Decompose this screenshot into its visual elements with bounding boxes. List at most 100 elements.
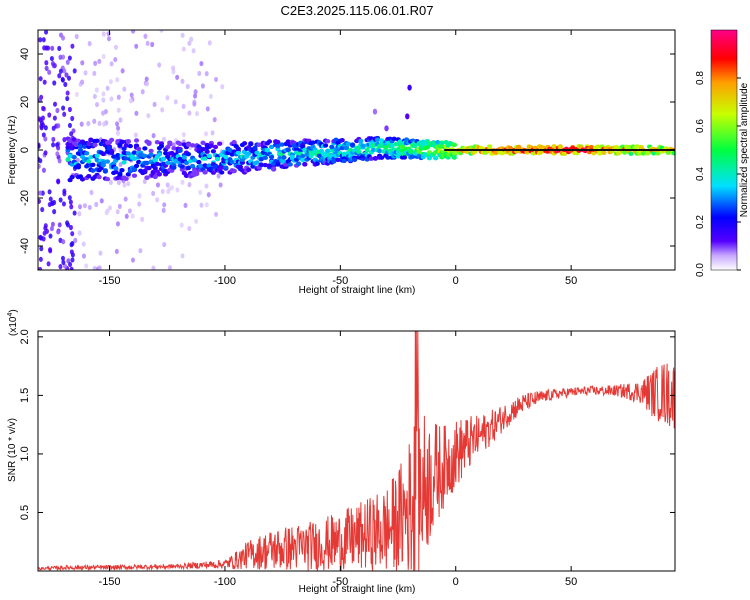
spectrogram-noise-cell	[108, 179, 113, 186]
y-tick-label: 2.0	[19, 329, 31, 344]
spectrogram-cell	[65, 157, 71, 162]
spectrogram-feature-cell	[405, 113, 410, 120]
spectrogram-cell	[231, 168, 237, 174]
spectrogram-cell	[206, 153, 212, 159]
spectrogram-cell	[372, 156, 379, 161]
spectrogram-cell	[314, 161, 320, 166]
spectrogram-noise-cell	[57, 73, 62, 79]
spectrogram-cell	[204, 149, 210, 154]
spectrogram-noise-cell	[152, 101, 157, 108]
spectrogram-cell	[376, 148, 383, 154]
spectrogram-cell	[254, 160, 260, 165]
spectrogram-noise-cell	[67, 122, 72, 129]
spectrogram-cell	[65, 145, 71, 150]
spectrogram-noise-cell	[179, 222, 184, 228]
spectrogram-cell	[121, 160, 127, 165]
spectrogram-noise-cell	[138, 248, 143, 254]
spectrogram-noise-cell	[92, 70, 97, 77]
spectrogram-noise-cell	[50, 45, 55, 51]
spectrogram-cell	[268, 144, 275, 150]
spectrogram-cell	[223, 154, 229, 160]
spectrogram-noise-cell	[44, 45, 49, 51]
spectrogram-noise-cell	[116, 94, 121, 100]
spectrogram-noise-cell	[72, 210, 77, 216]
y-tick-label: -40	[19, 238, 31, 254]
spectrogram-noise-cell	[105, 85, 110, 91]
spectrogram-cell	[391, 136, 397, 142]
spectrogram-noise-cell	[123, 196, 128, 202]
spectrogram-cell	[185, 142, 192, 147]
spectrogram-noise-cell	[57, 45, 62, 52]
spectrogram-noise-cell	[38, 97, 43, 103]
spectrogram-cell	[256, 142, 262, 147]
spectrogram-cell	[123, 143, 129, 148]
spectrogram-cell	[190, 163, 196, 169]
spectrogram-noise-cell	[151, 265, 156, 270]
spectrogram-noise-cell	[167, 265, 172, 270]
spectrogram-cell	[212, 144, 219, 150]
spectrogram-noise-cell	[134, 43, 139, 49]
spectrogram-noise-cell	[60, 77, 65, 83]
spectrogram-cell	[202, 170, 208, 175]
spectrogram-noise-cell	[185, 83, 190, 90]
spectrogram-cell	[86, 159, 92, 164]
spectrogram-noise-cell	[166, 188, 171, 195]
spectrogram-cell	[601, 150, 607, 156]
spectrogram-noise-cell	[62, 188, 67, 194]
colorbar-gradient	[710, 29, 738, 271]
spectrogram-noise-cell	[61, 239, 66, 245]
spectrogram-noise-cell	[60, 255, 65, 261]
spectrogram-noise-cell	[58, 264, 63, 270]
spectrogram-noise-cell	[116, 179, 121, 186]
spectrogram-cell	[341, 151, 347, 157]
spectrogram-noise-cell	[38, 266, 43, 270]
spectrogram-noise-cell	[38, 37, 43, 43]
spectrogram-cell	[144, 160, 150, 166]
x-tick-label: 0	[453, 576, 459, 588]
spectrogram-noise-cell	[204, 71, 209, 77]
spectrogram-cell	[133, 138, 140, 143]
spectrogram-cell	[451, 142, 457, 147]
spectrogram-cell	[335, 157, 341, 163]
spectrogram-cell	[142, 146, 148, 151]
snr-panel: -150 -100 -50 0 50 0.5 1.0 1.5 2.0 Height of st…	[7, 309, 676, 595]
spectrogram-noise-cell	[180, 32, 185, 38]
spectrogram-noise-cell	[58, 54, 63, 60]
spectrogram-cell	[96, 174, 102, 180]
spectrogram-cell	[356, 149, 362, 155]
spectrogram-noise-cell	[72, 68, 77, 74]
colorbar-tick-label: 0.4	[695, 167, 706, 181]
spectrogram-cell	[343, 145, 349, 151]
spectrogram-noise-cell	[87, 204, 92, 211]
snr-multiplier-base: (x10	[8, 316, 19, 336]
spectrogram-noise-cell	[122, 86, 127, 92]
spectrogram-noise-cell	[200, 83, 205, 89]
spectrogram-cell	[310, 140, 316, 145]
spectrogram-noise-cell	[142, 178, 147, 185]
spectrogram-noise-cell	[124, 213, 129, 219]
spectrogram-noise-cell	[101, 91, 106, 97]
spectrogram-cell	[590, 150, 597, 156]
spectrogram-cell	[241, 149, 248, 155]
spectrogram-noise-cell	[180, 253, 185, 259]
spectrogram-noise-cell	[107, 205, 112, 211]
spectrogram-noise-cell	[69, 204, 74, 210]
spectrogram-cell	[262, 162, 268, 168]
spectrogram-noise-cell	[61, 259, 66, 266]
spectrogram-cell	[131, 156, 138, 161]
spectrogram-noise-cell	[193, 93, 198, 99]
spectrogram-cell	[75, 138, 81, 144]
spectrogram-noise-cell	[67, 195, 72, 201]
spectrogram-noise-cell	[79, 121, 84, 127]
spectrogram-noise-cell	[51, 142, 56, 148]
y-tick-label: 20	[19, 96, 31, 108]
spectrogram-cell	[287, 162, 293, 167]
spectrogram-noise-cell	[61, 35, 66, 41]
x-tick-label: -50	[332, 576, 348, 588]
spectrogram-feature-cell	[407, 84, 412, 91]
spectrogram-noise-cell	[180, 179, 185, 185]
spectrogram-noise-cell	[87, 41, 92, 47]
spectrogram-noise-cell	[56, 145, 61, 151]
spectrogram-noise-cell	[118, 161, 123, 168]
spectrogram-noise-cell	[102, 121, 107, 127]
